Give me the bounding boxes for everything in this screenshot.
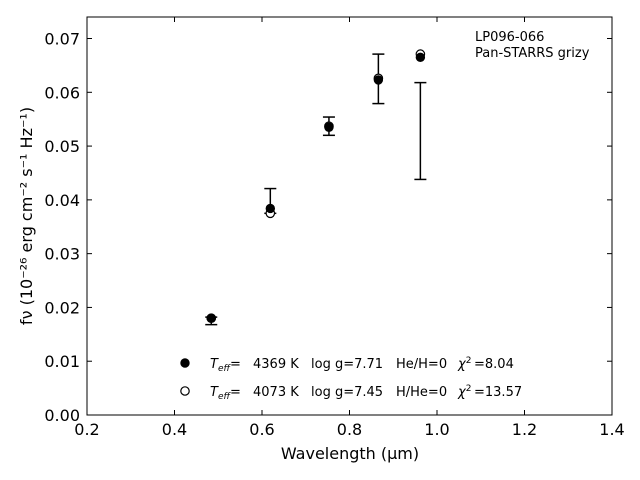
plot-frame [86, 16, 613, 416]
legend-chi-symbol-2: χ2 [457, 384, 471, 400]
filled-circle-point [206, 313, 216, 323]
legend-chi2-2: =13.57 [474, 385, 522, 400]
model-points [206, 49, 426, 323]
legend: Teff= 4369 K log g=7.71 He/H=0 χ2 =8.04 … [180, 356, 522, 402]
legend-logg-2: log g=7.45 [311, 385, 383, 400]
y-tick-label: 0.05 [44, 137, 80, 156]
x-tick-label: 0.2 [74, 420, 99, 439]
y-tick-label: 0.06 [44, 83, 80, 102]
annotation-survey: Pan-STARRS grizy [475, 46, 590, 61]
y-tick-label: 0.00 [44, 406, 80, 425]
filled-circle-point [265, 203, 276, 214]
x-axis-label: Wavelength (μm) [281, 444, 419, 463]
filled-circle-point [415, 52, 426, 63]
legend-chi2-1: =8.04 [474, 357, 514, 372]
legend-marker-open [180, 386, 190, 396]
axis-ticks: 0.2 0.4 0.6 0.8 1.0 1.2 1.4 0.00 0.01 0.02 0.03 0.0… [44, 17, 625, 439]
x-tick-label: 0.6 [249, 420, 274, 439]
legend-chi-symbol-1: χ2 [457, 356, 471, 372]
legend-marker-filled [180, 358, 190, 368]
legend-label-teff-2: Teff= [210, 385, 241, 402]
annotation-object-name: LP096-066 [475, 30, 544, 45]
y-tick-label: 0.04 [44, 191, 80, 210]
filled-circle-point [324, 122, 334, 132]
x-tick-label: 0.8 [337, 420, 362, 439]
x-tick-label: 1.2 [512, 420, 537, 439]
legend-label-teff-1: Teff= [210, 357, 241, 374]
y-tick-label: 0.02 [44, 298, 80, 317]
legend-logg-1: log g=7.71 [311, 357, 383, 372]
legend-comp-1: He/H=0 [396, 357, 447, 372]
x-tick-label: 1.4 [599, 420, 624, 439]
legend-teff-2: 4073 K [253, 385, 299, 400]
legend-comp-2: H/He=0 [396, 385, 447, 400]
x-tick-label: 1.0 [424, 420, 449, 439]
y-tick-label: 0.01 [44, 352, 80, 371]
x-tick-label: 0.4 [162, 420, 187, 439]
filled-circle-point [373, 75, 384, 85]
legend-teff-1: 4369 K [253, 357, 299, 372]
observed-errorbars [205, 53, 427, 326]
y-tick-label: 0.03 [44, 245, 80, 264]
y-axis-label: fν (10⁻²⁶ erg cm⁻² s⁻¹ Hz⁻¹) [17, 107, 36, 325]
y-tick-label: 0.07 [44, 30, 80, 49]
